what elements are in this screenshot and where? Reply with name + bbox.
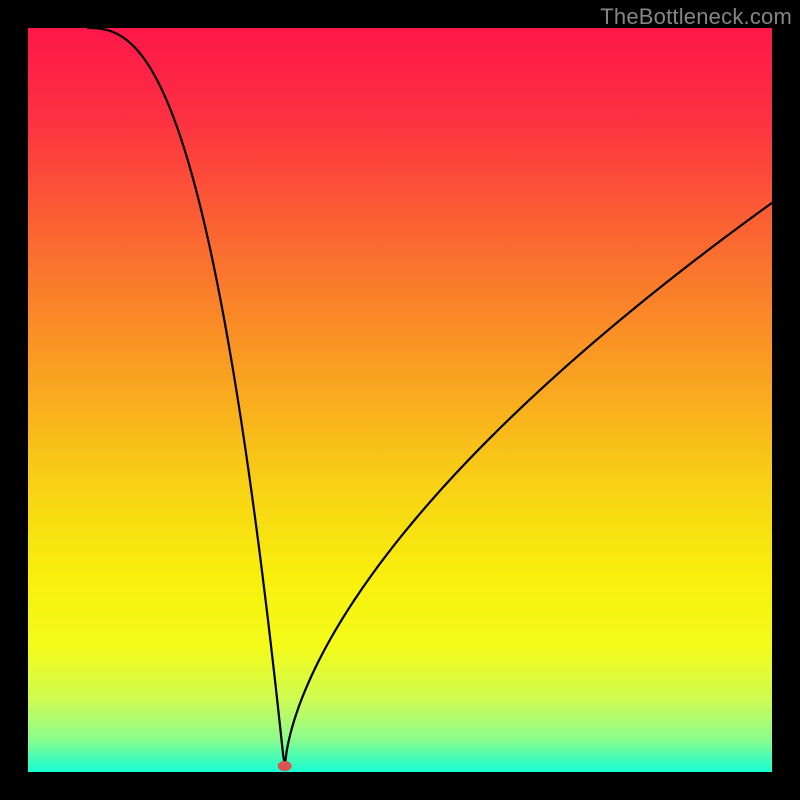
chart-gradient-bg xyxy=(28,28,772,772)
watermark-text: TheBottleneck.com xyxy=(600,4,792,30)
optimum-marker xyxy=(278,761,292,771)
chart-svg xyxy=(28,28,772,772)
chart-frame xyxy=(28,28,772,772)
